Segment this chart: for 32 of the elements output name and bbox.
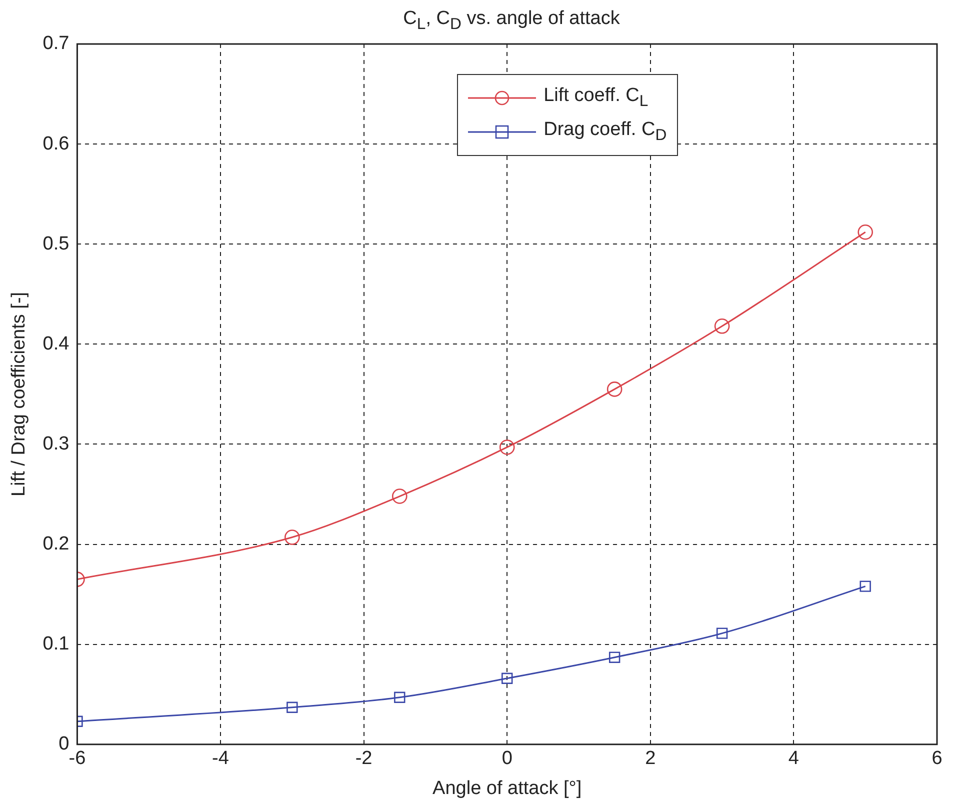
y-tick-label: 0.7 [42, 33, 70, 54]
y-tick-label: 0.3 [42, 433, 70, 454]
y-tick-label: 0.6 [42, 133, 70, 154]
y-tick-label: 0.4 [42, 333, 70, 354]
point [499, 440, 515, 455]
point [858, 224, 873, 240]
y-tick-label: 0 [58, 734, 70, 755]
y-axis-title: Lift / Drag coefficients [-] [8, 292, 30, 496]
chart-title: C$_{L}$, C$_{D}$ vs. angle of attack [402, 8, 621, 34]
y-tick-label: 0.2 [42, 534, 70, 555]
y-tick-label: 0.5 [42, 233, 70, 254]
point [608, 652, 620, 663]
x-tick-label: -2 [355, 748, 372, 770]
x-tick-label: -4 [212, 748, 230, 770]
legend-label: Drag coeff. C$_{D}$ [544, 119, 667, 145]
x-tick-label: -6 [68, 748, 86, 770]
x-tick-label: 4 [788, 748, 800, 770]
x-tick-label: 6 [932, 748, 942, 770]
point [502, 672, 513, 684]
point [716, 628, 728, 639]
legend-label: Lift coeff. C$_{L}$ [544, 85, 648, 111]
point [860, 580, 871, 592]
point [392, 488, 408, 504]
y-tick-label: 0.1 [42, 634, 70, 655]
point [606, 382, 622, 397]
x-axis-title: Angle of attack [°] [432, 778, 582, 799]
point [714, 318, 730, 334]
point [286, 702, 298, 713]
x-tick-label: 0 [502, 748, 512, 770]
point [394, 692, 406, 703]
x-tick-label: 2 [645, 748, 656, 770]
point [284, 530, 300, 545]
